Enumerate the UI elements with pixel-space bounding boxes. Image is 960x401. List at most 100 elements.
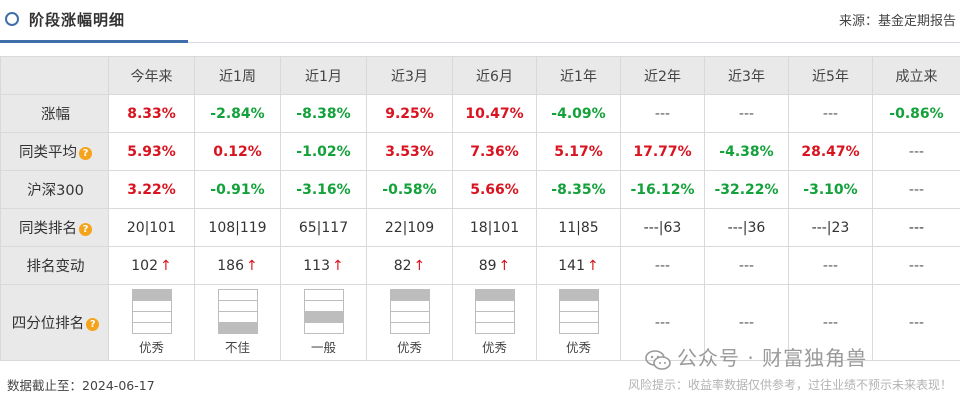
quartile-segment: [475, 312, 514, 323]
quartile-segment: [559, 301, 598, 312]
cell-gain: -0.86%: [872, 94, 960, 133]
performance-table: 今年来 近1周 近1月 近3月 近6月 近1年 近2年 近3年 近5年 成立来 涨幅 8.33% -2.…: [0, 56, 960, 361]
arrow-up-icon: ↑: [498, 257, 511, 274]
question-icon[interactable]: ?: [79, 146, 92, 160]
cell-index: -0.91%: [194, 170, 281, 209]
quartile-label: 优秀: [396, 340, 422, 355]
arrow-up-icon: ↑: [413, 257, 426, 274]
rank-value: 65|117: [298, 219, 349, 236]
cell-peer: ---: [872, 132, 960, 171]
quartile-segment: [304, 312, 343, 323]
cell-index: -3.10%: [788, 170, 873, 209]
percent-value: -0.58%: [382, 181, 437, 198]
row-index: 沪深300 3.22% -0.91% -3.16% -0.58% 5.66% -8.35% -…: [0, 170, 960, 209]
cell-rank: ---|63: [620, 208, 705, 247]
cell-rank: 108|119: [194, 208, 281, 247]
arrow-up-icon: ↑: [246, 257, 258, 274]
cell-gain: -8.38%: [280, 94, 367, 133]
rank-change-value: ---: [654, 257, 671, 274]
cell-index: -16.12%: [620, 170, 705, 209]
percent-value: -16.12%: [630, 181, 695, 198]
rank-value: ---|36: [727, 219, 766, 236]
column-header: 成立来: [872, 56, 960, 95]
percent-value: -0.91%: [210, 181, 265, 198]
quartile-segment: [218, 301, 257, 312]
row-label-text: 同类平均: [19, 145, 77, 161]
percent-value: 7.36%: [470, 143, 519, 160]
cell-peer: 7.36%: [452, 132, 537, 171]
rank-value: 108|119: [208, 219, 267, 236]
row-peer: 同类平均? 5.93% 0.12% -1.02% 3.53% 7.36% 5.17% 17.7…: [0, 132, 960, 171]
quartile-segment: [304, 301, 343, 312]
percent-value: ---: [908, 181, 925, 198]
percent-value: -4.38%: [719, 143, 774, 160]
quartile-empty: ---: [654, 314, 671, 331]
cell-index: -0.58%: [366, 170, 453, 209]
rank-change-value: 113: [303, 257, 330, 274]
rank-value: ---|63: [643, 219, 682, 236]
cell-quartile: 不佳: [194, 284, 281, 361]
cell-quartile: ---: [704, 284, 789, 361]
percent-value: ---: [654, 105, 671, 122]
column-header: 近6月: [452, 56, 537, 95]
watermark-text: 公众号 · 财富独角兽: [677, 346, 868, 370]
percent-value: -1.02%: [296, 143, 351, 160]
cell-peer: 0.12%: [194, 132, 281, 171]
rank-change-value: 82: [393, 257, 412, 274]
quartile-bar: [217, 289, 258, 334]
percent-value: 8.33%: [127, 105, 176, 122]
cell-gain: -2.84%: [194, 94, 281, 133]
quartile-segment: [475, 301, 514, 312]
cell-change: 141 ↑: [536, 246, 621, 285]
percent-value: 0.12%: [213, 143, 262, 160]
cell-index: ---: [872, 170, 960, 209]
cell-change: ---: [704, 246, 789, 285]
percent-value: 10.47%: [465, 105, 524, 122]
rank-value: 18|101: [469, 219, 520, 236]
rank-change-value: ---: [738, 257, 755, 274]
quartile-label: 优秀: [481, 340, 507, 355]
cell-gain: ---: [704, 94, 789, 133]
column-header: 近1月: [280, 56, 367, 95]
watermark: 公众号 · 财富独角兽: [645, 342, 867, 371]
rank-change-value: ---: [908, 257, 925, 274]
row-label-text: 沪深300: [27, 183, 84, 199]
cell-peer: -4.38%: [704, 132, 789, 171]
cell-gain: -4.09%: [536, 94, 621, 133]
quartile-label: 优秀: [565, 340, 591, 355]
quartile-segment: [304, 323, 343, 333]
quartile-segment: [132, 312, 171, 323]
section-header: 阶段涨幅明细 来源：基金定期报告: [0, 0, 960, 43]
percent-value: 5.93%: [127, 143, 176, 160]
quartile-segment: [218, 312, 257, 323]
header-row: 今年来 近1周 近1月 近3月 近6月 近1年 近2年 近3年 近5年 成立来: [0, 56, 960, 95]
rank-value: 22|109: [384, 219, 435, 236]
cell-change: ---: [788, 246, 873, 285]
percent-value: ---: [738, 105, 755, 122]
quartile-empty: ---: [822, 314, 839, 331]
cell-peer: 5.17%: [536, 132, 621, 171]
question-icon[interactable]: ?: [86, 317, 100, 331]
cell-change: 186 ↑: [194, 246, 281, 285]
row-label-index: 沪深300: [0, 170, 109, 209]
cell-gain: 9.25%: [366, 94, 453, 133]
quartile-label: 不佳: [224, 340, 250, 355]
percent-value: -2.84%: [210, 105, 265, 122]
percent-value: ---: [822, 105, 839, 122]
percent-value: -3.16%: [296, 181, 351, 198]
cell-change: 113 ↑: [280, 246, 367, 285]
cell-change: ---: [620, 246, 705, 285]
data-source: 来源：基金定期报告: [838, 14, 956, 29]
percent-value: 17.77%: [633, 143, 692, 160]
circle-icon: [5, 12, 19, 26]
quartile-segment: [475, 290, 514, 301]
cell-quartile: 优秀: [536, 284, 621, 361]
corner-cell: [0, 56, 109, 95]
cell-rank: ---|23: [788, 208, 873, 247]
question-icon[interactable]: ?: [79, 222, 92, 236]
percent-value: ---: [908, 143, 925, 160]
quartile-segment: [218, 323, 257, 333]
row-label-quartile: 四分位排名?: [0, 284, 109, 361]
cell-change: 82 ↑: [366, 246, 453, 285]
quartile-empty: ---: [738, 314, 755, 331]
